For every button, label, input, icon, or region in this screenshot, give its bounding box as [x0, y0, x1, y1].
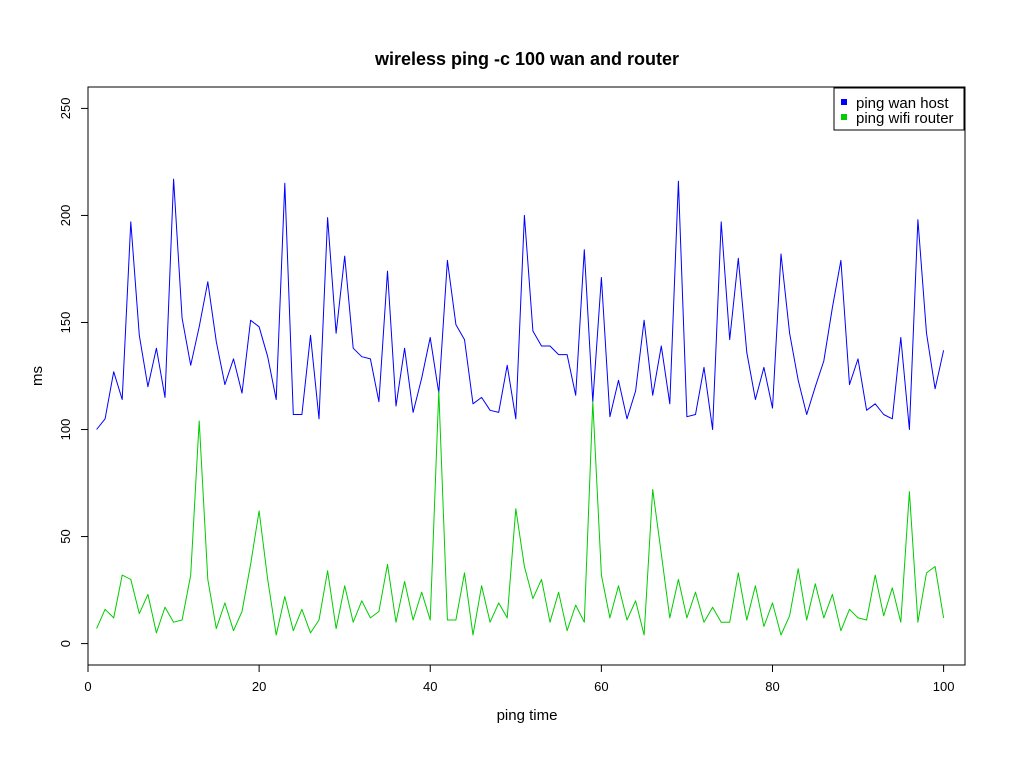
series-line-wan-host: [96, 178, 945, 430]
y-tick-label: 150: [58, 312, 73, 334]
series-line-wifi-router: [96, 390, 945, 636]
x-tick-label: 100: [933, 679, 955, 694]
legend-label-wan: ping wan host: [856, 95, 949, 112]
y-axis-label: ms: [29, 366, 46, 386]
series-layer: [96, 178, 945, 636]
y-tick-label: 50: [58, 529, 73, 543]
y-axis: 0 50 100 150 200 250: [58, 98, 89, 647]
legend-swatch-router: [841, 114, 847, 120]
y-tick-label: 200: [58, 205, 73, 227]
legend-box: [833, 87, 965, 131]
y-tick-label: 100: [58, 419, 73, 441]
y-tick-label: 250: [58, 98, 73, 120]
x-tick-label: 0: [84, 679, 91, 694]
x-tick-label: 40: [423, 679, 437, 694]
legend: ping wan host ping wifi router: [833, 87, 965, 131]
x-tick-label: 20: [252, 679, 266, 694]
y-tick-label: 0: [58, 640, 73, 647]
legend-swatch-wan: [841, 99, 847, 105]
x-tick-label: 60: [594, 679, 608, 694]
x-axis-label: ping time: [497, 707, 558, 724]
x-tick-label: 80: [765, 679, 779, 694]
x-axis: 0 20 40 60 80 100: [84, 664, 955, 694]
chart-title: wireless ping -c 100 wan and router: [374, 49, 679, 69]
plot-frame: [87, 86, 966, 666]
legend-label-router: ping wifi router: [856, 110, 954, 127]
